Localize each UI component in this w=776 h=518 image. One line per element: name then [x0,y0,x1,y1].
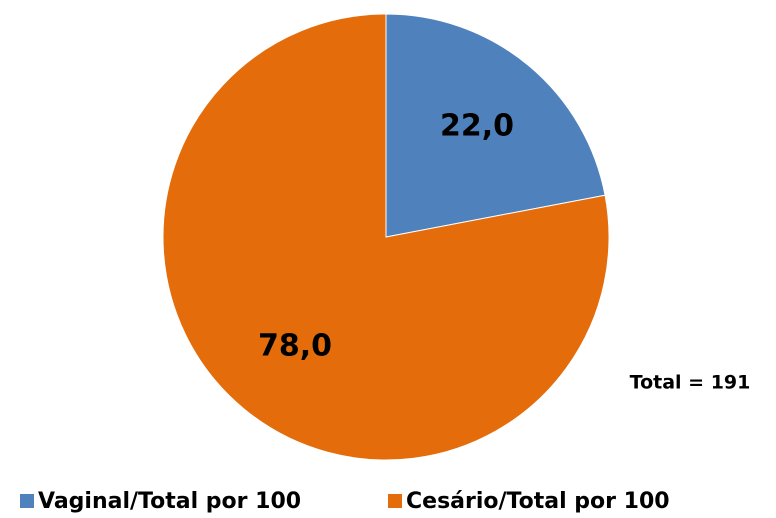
legend-label: Cesário/Total por 100 [406,489,670,514]
pie-slice [162,13,610,461]
data-label: 78,0 [258,328,332,363]
legend-swatch [388,494,402,508]
annotation: Total = 191 [630,372,751,394]
legend-label: Vaginal/Total por 100 [38,489,301,514]
data-label: 22,0 [440,109,514,144]
pie-slice [385,13,606,238]
legend-swatch [20,494,34,508]
